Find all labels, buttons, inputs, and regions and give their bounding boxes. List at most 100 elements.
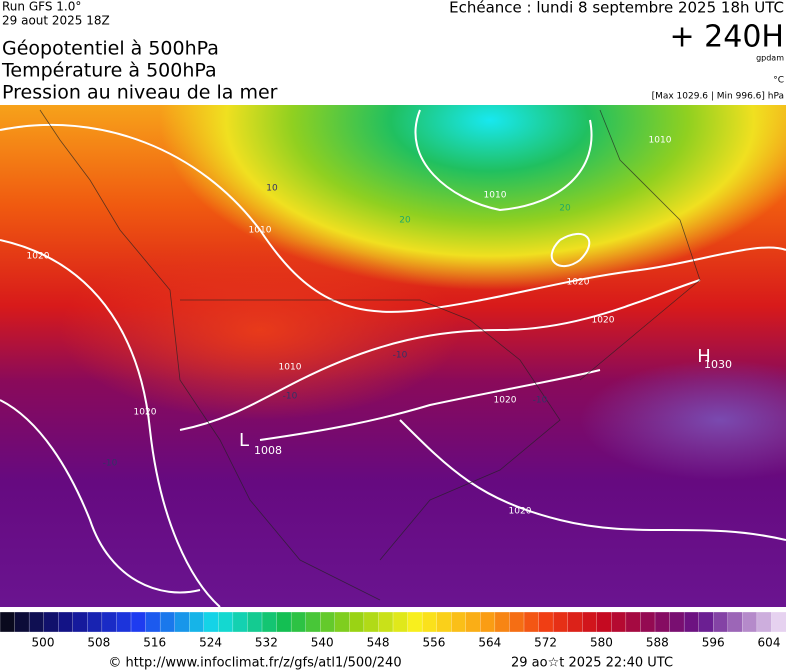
colorbar-cell <box>625 611 642 633</box>
colorbar-label: 564 <box>478 636 501 650</box>
colorbar-cell <box>130 611 147 633</box>
colorbar-label: 532 <box>255 636 278 650</box>
colorbar-label: 548 <box>367 636 390 650</box>
colorbar-cell <box>349 611 365 633</box>
colorbar-cell <box>509 611 525 633</box>
colorbar-cell <box>727 611 743 633</box>
colorbar-cell <box>465 611 481 633</box>
map-label: -10 <box>533 396 548 406</box>
colorbar-cell <box>334 611 350 633</box>
colorbar-label: 524 <box>199 636 222 650</box>
colorbar-cell <box>611 611 627 633</box>
colorbar-cell <box>713 611 729 633</box>
map-label: -10 <box>283 392 298 402</box>
colorbar-cell <box>771 611 786 633</box>
colorbar-cell <box>43 611 59 633</box>
map-label: 1020 <box>592 316 615 326</box>
map-label: 1010 <box>484 191 507 201</box>
colorbar-cell <box>378 611 394 633</box>
map-label: H <box>697 346 711 367</box>
colorbar-cell <box>654 611 671 633</box>
generated: 29 ao☆t 2025 22:40 UTC <box>511 656 673 671</box>
colorbar-cell <box>203 611 219 633</box>
colorbar-cell <box>247 611 263 633</box>
map-label: 20 <box>399 216 411 226</box>
colorbar-cell <box>494 611 511 633</box>
map-label: 1020 <box>27 252 50 262</box>
colorbar-cell <box>436 611 452 633</box>
unit-geo: gpdam <box>756 54 784 63</box>
colorbar-label: 580 <box>590 636 613 650</box>
run-date: 29 aout 2025 18Z <box>2 14 110 28</box>
colorbar-cell <box>538 611 554 633</box>
colorbar-label: 556 <box>422 636 445 650</box>
colorbar-cell <box>218 611 234 633</box>
map-label: 1010 <box>249 226 272 236</box>
colorbar-cell <box>421 611 438 633</box>
map-label: 10 <box>266 184 278 194</box>
colorbar-cell <box>276 611 292 633</box>
run: Run GFS 1.0° <box>2 0 81 14</box>
colorbar-label: 500 <box>32 636 55 650</box>
title: Température à 500hPa <box>1 60 217 82</box>
map <box>0 105 786 607</box>
map-label: 1020 <box>509 507 532 517</box>
map-label: L <box>239 430 249 451</box>
colorbar-cell <box>480 611 496 633</box>
colorbar-cell <box>0 611 16 633</box>
colorbar-cell <box>363 611 380 633</box>
colorbar-label: 516 <box>143 636 166 650</box>
colorbar-cell <box>116 611 132 633</box>
colorbar-label: 572 <box>534 636 557 650</box>
colorbar-cell <box>72 611 88 633</box>
map-label: -10 <box>103 459 118 469</box>
colorbar-cell <box>582 611 598 633</box>
map-label: 1020 <box>134 408 157 418</box>
colorbar-cell <box>407 611 423 633</box>
colorbar-cell <box>523 611 540 633</box>
colorbar-cell <box>698 611 714 633</box>
colorbar-label: 588 <box>646 636 669 650</box>
map-label: 1010 <box>649 136 672 146</box>
colorbar-cell <box>290 611 307 633</box>
colorbar-cell <box>596 611 612 633</box>
colorbar-cell <box>159 611 176 633</box>
colorbar-cell <box>392 611 409 633</box>
map-label: 1008 <box>254 444 282 457</box>
colorbar-cell <box>756 611 773 633</box>
title: Géopotentiel à 500hPa <box>2 38 219 60</box>
colorbar-cell <box>28 611 45 633</box>
colorbar-label: 604 <box>758 636 781 650</box>
colorbar-cell <box>669 611 685 633</box>
colorbar-cell <box>451 611 467 633</box>
pressure-range: [Max 1029.6 | Min 996.6] hPa <box>652 92 784 102</box>
colorbar-cell <box>742 611 758 633</box>
colorbar-cell <box>14 611 30 633</box>
colorbar-cell <box>189 611 205 633</box>
colorbar-cell <box>174 611 190 633</box>
source: © http://www.infoclimat.fr/z/gfs/atl1/50… <box>108 656 401 671</box>
colorbar-label: 596 <box>702 636 725 650</box>
colorbar-cell <box>305 611 321 633</box>
map-label: 1010 <box>279 363 302 373</box>
colorbar-cell <box>320 611 336 633</box>
map-label: 1020 <box>567 278 590 288</box>
colorbar-cell <box>145 611 161 633</box>
unit-temp: °C <box>773 76 784 86</box>
colorbar-cell <box>232 611 249 633</box>
map-label: 20 <box>559 204 571 214</box>
colorbar-cell <box>101 611 118 633</box>
map-label: 1020 <box>494 396 517 406</box>
colorbar-cell <box>552 611 569 633</box>
map-label: -10 <box>393 351 408 361</box>
colorbar-cell <box>683 611 700 633</box>
colorbar-cell <box>567 611 583 633</box>
colorbar-label: 508 <box>87 636 110 650</box>
colorbar-cell <box>261 611 278 633</box>
colorbar-cell <box>87 611 103 633</box>
valid-time: Echéance : lundi 8 septembre 2025 18h UT… <box>449 0 784 17</box>
colorbar-cell <box>640 611 656 633</box>
lead-time: + 240H <box>670 20 785 55</box>
colorbar-cell <box>58 611 74 633</box>
